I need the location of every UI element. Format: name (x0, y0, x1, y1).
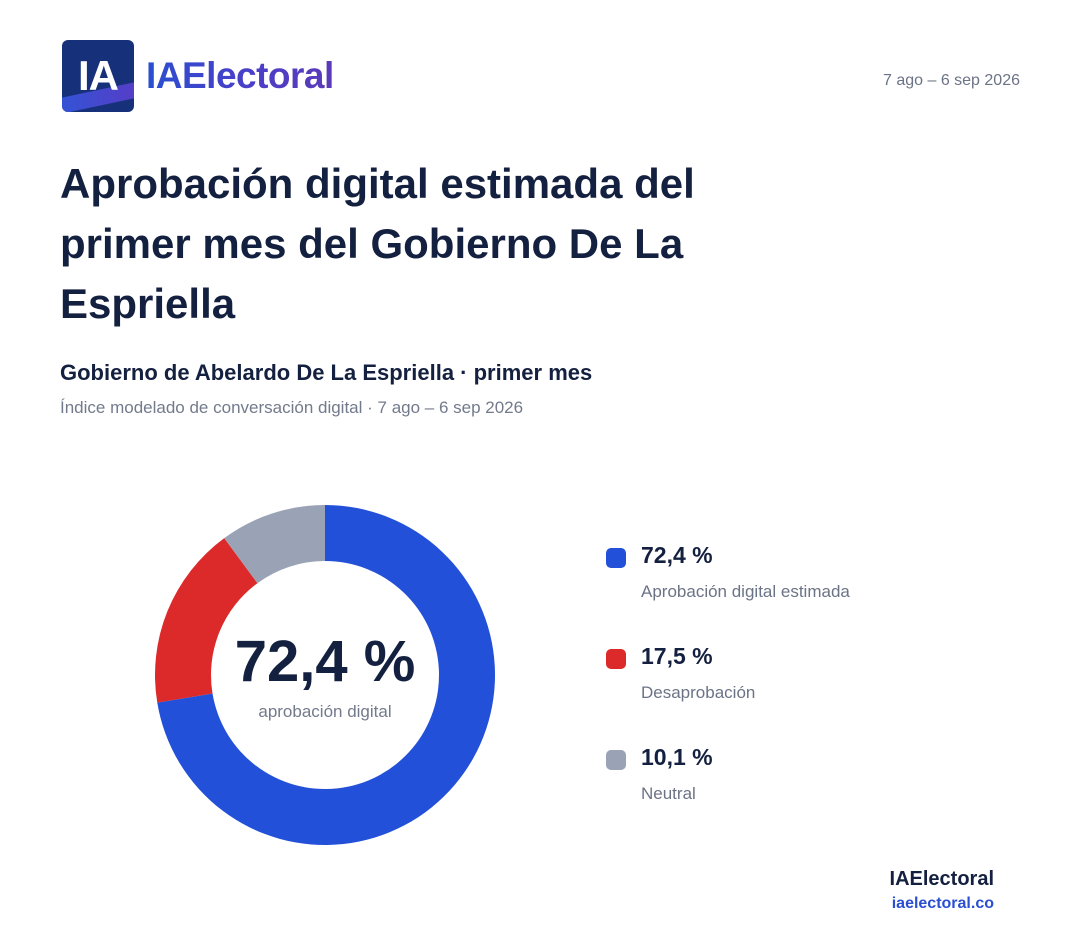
donut-slice-disapproval (155, 538, 258, 703)
legend-swatch-disapproval (606, 649, 626, 669)
logo-wordmark: IAElectoral (146, 55, 334, 96)
chart-caption: Índice modelado de conversación digital … (60, 398, 524, 417)
donut-slice-neutral (224, 505, 325, 584)
donut-slice-approval (157, 505, 495, 845)
donut-svg (155, 505, 495, 845)
legend-label-approval: Aprobación digital estimada (641, 582, 850, 601)
legend-value-approval: 72,4 % (641, 542, 713, 568)
brand-logo: IA IAElectoral (62, 40, 334, 112)
legend-value-disapproval: 17,5 % (641, 643, 713, 669)
footer-brand: IAElectoral (889, 868, 994, 890)
footer-url-link[interactable]: iaelectoral.co (891, 895, 994, 912)
chart-title: Aprobación digital estimada del primer m… (60, 160, 695, 327)
legend-label-neutral: Neutral (641, 784, 696, 803)
legend-swatch-approval (606, 548, 626, 568)
donut-chart: 72,4 % aprobación digital (150, 500, 500, 850)
legend-value-neutral: 10,1 % (641, 744, 713, 770)
center-value: 72,4 % (234, 629, 416, 694)
legend-swatch-neutral (606, 750, 626, 770)
center-label: aprobación digital (258, 702, 392, 721)
logo-icon: IA (62, 40, 134, 112)
chart-subtitle: Gobierno de Abelardo De La Espriella · p… (60, 360, 593, 385)
footer: IAElectoral iaelectoral.co (890, 868, 994, 913)
legend-label-disapproval: Desaprobación (641, 683, 756, 702)
date-range: 7 ago – 6 sep 2026 (882, 72, 1020, 89)
logo-monogram: IA (78, 52, 119, 99)
